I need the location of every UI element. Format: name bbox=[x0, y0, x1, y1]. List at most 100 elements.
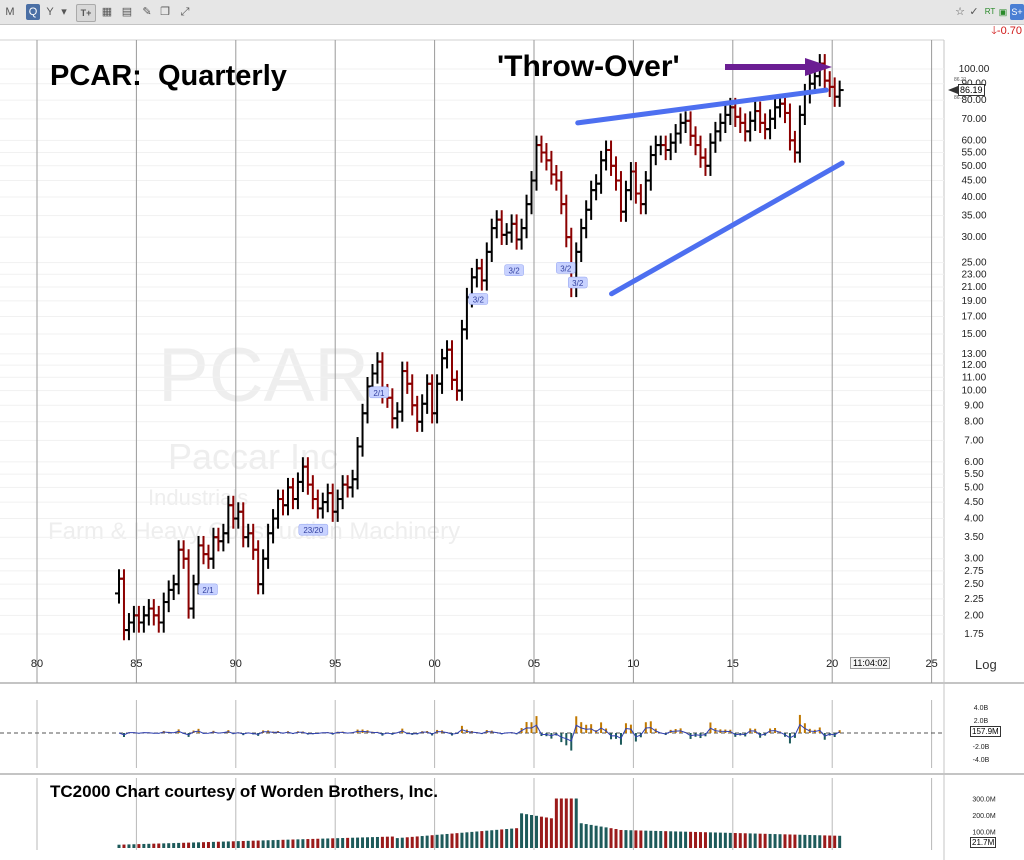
checkbox-icon[interactable]: ▣ bbox=[998, 7, 1008, 17]
price-bar bbox=[835, 80, 844, 107]
period-monthly-button[interactable]: M bbox=[5, 6, 15, 18]
y-tick-label: 13.00 bbox=[961, 349, 986, 360]
price-bar bbox=[254, 540, 263, 595]
chart-grid bbox=[0, 39, 1024, 860]
volume-bar bbox=[445, 833, 449, 848]
price-bar bbox=[353, 437, 362, 490]
volume-bar bbox=[331, 838, 335, 848]
period-dropdown-icon[interactable]: ▾ bbox=[61, 6, 67, 18]
volume-bar bbox=[793, 834, 797, 848]
layers-icon[interactable]: ❐ bbox=[160, 6, 170, 18]
grid-icon[interactable]: ▦ bbox=[101, 6, 113, 18]
volume-bar bbox=[485, 830, 489, 848]
realtime-icon[interactable]: RT bbox=[984, 7, 996, 16]
volume-bar bbox=[127, 844, 131, 848]
y-tick-label: 10.00 bbox=[961, 386, 986, 397]
split-marker-box bbox=[468, 293, 489, 305]
volume-bar bbox=[703, 832, 707, 848]
vol-tick-label: 200.0M bbox=[972, 813, 996, 820]
share-icon[interactable]: S+ bbox=[1010, 4, 1024, 20]
volume-bar bbox=[544, 817, 548, 848]
volume-bar bbox=[346, 837, 350, 848]
volume-bar bbox=[177, 842, 181, 848]
volume-bar bbox=[117, 844, 121, 848]
volume-bar bbox=[172, 843, 176, 848]
volume-bar bbox=[366, 837, 370, 848]
price-bar bbox=[452, 370, 461, 401]
check-icon[interactable]: ✓ bbox=[969, 6, 979, 18]
volume-bar bbox=[157, 843, 161, 848]
y-tick-label: 30.00 bbox=[961, 232, 986, 243]
period-yearly-button[interactable]: Y bbox=[46, 6, 54, 18]
price-bar bbox=[418, 394, 427, 432]
price-bar bbox=[388, 388, 397, 429]
volume-bar bbox=[296, 839, 300, 848]
volume-bar bbox=[192, 842, 196, 848]
volume-bar bbox=[460, 832, 464, 848]
y-tick-label: 100.00 bbox=[959, 64, 990, 75]
y-tick-label: 4.50 bbox=[964, 497, 984, 508]
price-bar bbox=[269, 509, 278, 544]
price-bar bbox=[413, 395, 422, 432]
split-marker-box bbox=[567, 276, 588, 289]
y-tick-label: 11.00 bbox=[962, 372, 987, 383]
y-tick-label: 21.00 bbox=[961, 282, 986, 293]
volume-bar bbox=[306, 839, 310, 848]
last-price-tag: 86.19 bbox=[958, 84, 985, 96]
table-icon[interactable]: ▤ bbox=[121, 6, 133, 18]
volume-bar bbox=[276, 839, 280, 848]
volume-bar bbox=[351, 837, 355, 848]
volume-bar bbox=[773, 834, 777, 848]
volume-bar bbox=[818, 835, 822, 848]
y-tick-label: 4.00 bbox=[964, 514, 984, 525]
x-tick-label: 90 bbox=[230, 658, 242, 670]
price-bar bbox=[274, 489, 283, 529]
volume-bar bbox=[405, 837, 409, 848]
volume-bar bbox=[644, 830, 648, 848]
volume-bar bbox=[838, 835, 842, 848]
star-icon[interactable]: ☆ bbox=[955, 6, 965, 18]
price-bar bbox=[681, 111, 690, 133]
volume-bar bbox=[162, 843, 166, 848]
y-tick-label: 17.00 bbox=[961, 311, 986, 322]
volume-bar bbox=[261, 840, 265, 848]
log-scale-toggle[interactable]: Log bbox=[975, 657, 997, 672]
y-tick-label: 2.00 bbox=[964, 610, 984, 621]
price-bar bbox=[338, 475, 347, 510]
price-bar bbox=[224, 495, 233, 544]
price-bar bbox=[522, 194, 531, 239]
price-bar bbox=[259, 549, 268, 595]
price-low-label: 86.14 bbox=[954, 95, 967, 101]
volume-bar bbox=[301, 839, 305, 848]
y-tick-label: 8.00 bbox=[964, 417, 984, 428]
volume-bar bbox=[236, 841, 240, 848]
volume-bar bbox=[206, 842, 210, 848]
expand-icon[interactable]: ⤢ bbox=[180, 6, 190, 18]
volume-bar bbox=[266, 840, 270, 848]
split-marker-box bbox=[369, 386, 389, 399]
volume-bar bbox=[197, 842, 201, 848]
y-tick-label: 45.00 bbox=[961, 176, 986, 187]
vol-tick-label: 100.0M bbox=[972, 830, 996, 837]
text-tool-button[interactable]: T+ bbox=[76, 4, 96, 22]
y-tick-label: 2.75 bbox=[964, 566, 984, 577]
courtesy-text: TC2000 Chart courtesy of Worden Brothers… bbox=[50, 782, 438, 801]
y-tick-label: 25.00 bbox=[961, 258, 986, 269]
throw-over-label: 'Throw-Over' bbox=[497, 50, 680, 83]
y-tick-label: 80.00 bbox=[961, 95, 986, 106]
price-bar bbox=[189, 574, 198, 619]
volume-bar bbox=[694, 831, 698, 848]
price-bar bbox=[174, 540, 183, 595]
split-marker-box bbox=[504, 264, 524, 276]
volume-bar bbox=[534, 815, 538, 848]
price-bar bbox=[244, 523, 253, 548]
volume-bar bbox=[649, 830, 653, 848]
pencil-icon[interactable]: ✎ bbox=[142, 6, 152, 18]
price-bar bbox=[373, 352, 382, 384]
split-marker-box bbox=[198, 583, 218, 596]
period-quarterly-button[interactable]: Q bbox=[26, 4, 40, 20]
price-change: 🡓-0.70 bbox=[991, 25, 1022, 37]
y-tick-label: 55.00 bbox=[961, 147, 986, 158]
volume-bar bbox=[395, 838, 399, 848]
